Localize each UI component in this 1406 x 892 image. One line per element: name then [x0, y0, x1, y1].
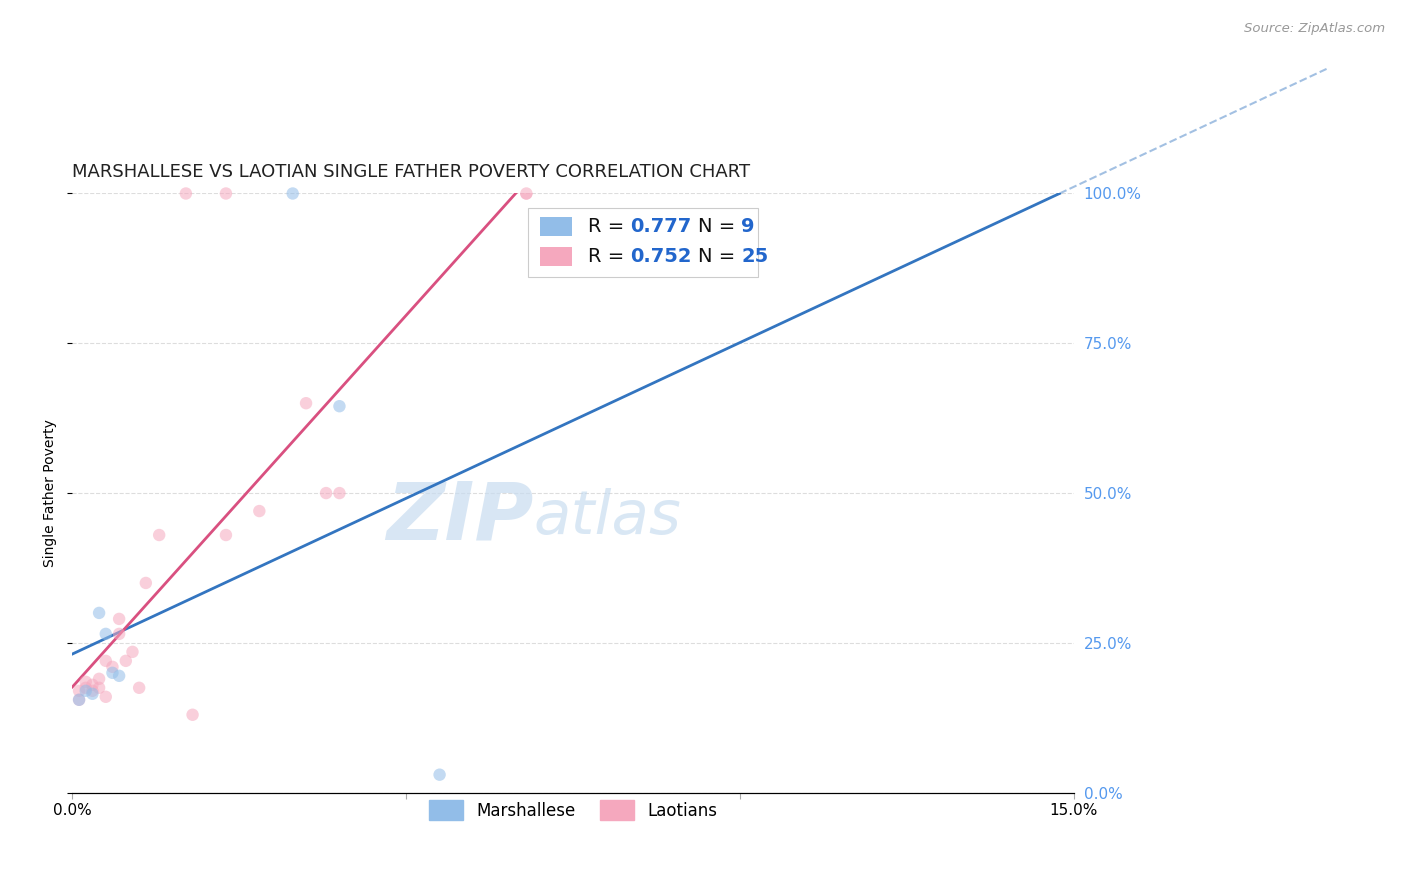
Bar — [540, 247, 572, 266]
Point — [515, 186, 537, 201]
Point — [87, 681, 110, 695]
Point — [328, 486, 350, 500]
Point — [82, 683, 104, 698]
Point — [108, 669, 131, 683]
Point — [67, 693, 90, 707]
Point — [215, 186, 238, 201]
Text: 0.777: 0.777 — [630, 217, 692, 236]
Legend: Marshallese, Laotians: Marshallese, Laotians — [423, 794, 724, 826]
Point — [121, 645, 143, 659]
Point — [295, 396, 318, 410]
Point — [75, 683, 97, 698]
Point — [247, 504, 270, 518]
Point — [94, 627, 117, 641]
Text: 25: 25 — [741, 247, 769, 266]
Text: ZIP: ZIP — [385, 478, 533, 556]
Point — [67, 693, 90, 707]
Point — [75, 681, 97, 695]
Point — [215, 528, 238, 542]
Text: 9: 9 — [741, 217, 755, 236]
Point — [429, 767, 451, 781]
Point — [101, 660, 124, 674]
Point — [108, 612, 131, 626]
Point — [67, 683, 90, 698]
Point — [82, 687, 104, 701]
Point — [328, 399, 350, 413]
Point — [75, 674, 97, 689]
Text: 0.752: 0.752 — [630, 247, 692, 266]
Point — [114, 654, 136, 668]
Text: N =: N = — [699, 247, 742, 266]
Point — [108, 627, 131, 641]
Point — [82, 678, 104, 692]
Text: Source: ZipAtlas.com: Source: ZipAtlas.com — [1244, 22, 1385, 36]
Point — [174, 186, 197, 201]
Point — [181, 707, 204, 722]
FancyBboxPatch shape — [529, 209, 758, 277]
Point — [515, 186, 537, 201]
Point — [148, 528, 170, 542]
Point — [94, 654, 117, 668]
Point — [94, 690, 117, 704]
Point — [87, 606, 110, 620]
Point — [281, 186, 304, 201]
Text: MARSHALLESE VS LAOTIAN SINGLE FATHER POVERTY CORRELATION CHART: MARSHALLESE VS LAOTIAN SINGLE FATHER POV… — [72, 163, 751, 181]
Bar — [540, 217, 572, 236]
Text: N =: N = — [699, 217, 742, 236]
Point — [135, 576, 157, 591]
Text: R =: R = — [588, 217, 631, 236]
Point — [87, 672, 110, 686]
Point — [128, 681, 150, 695]
Point — [101, 665, 124, 680]
Text: atlas: atlas — [533, 488, 681, 547]
Text: R =: R = — [588, 247, 631, 266]
Y-axis label: Single Father Poverty: Single Father Poverty — [44, 419, 58, 567]
Point — [315, 486, 337, 500]
